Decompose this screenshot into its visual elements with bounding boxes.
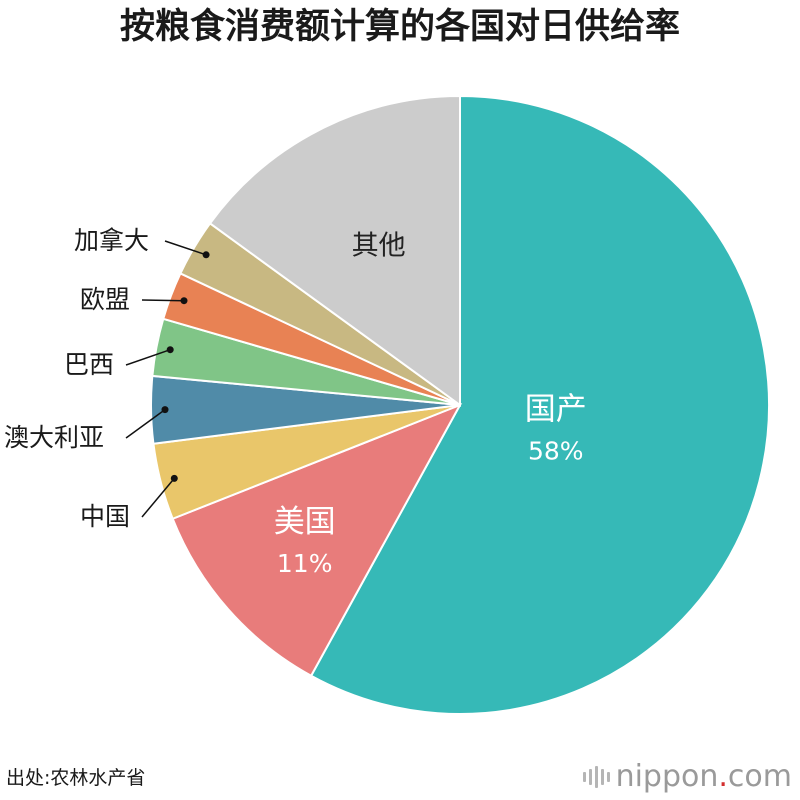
- logo-mark-icon: [582, 766, 610, 788]
- nippon-logo: nippon.com: [582, 759, 792, 794]
- pie-slice-1: [171, 403, 463, 678]
- slice-label-5: 欧盟: [80, 285, 130, 314]
- slice-label-1: 美国: [274, 504, 336, 540]
- slice-label-4: 巴西: [64, 350, 114, 379]
- leader-dot-2: [170, 474, 178, 482]
- slice-label-0: 国产: [525, 392, 587, 428]
- leader-line-5: [141, 299, 185, 302]
- slice-label-7: 其他: [352, 230, 406, 261]
- leader-line-3: [125, 408, 166, 439]
- leader-dot-4: [166, 346, 174, 354]
- brand-name: nippon: [615, 759, 719, 794]
- pie-slice-7: [208, 94, 461, 407]
- slice-label-6: 加拿大: [74, 226, 149, 255]
- chart-title: 按粮食消费额计算的各国对日供给率: [119, 7, 680, 47]
- leader-line-6: [164, 240, 207, 256]
- leader-line-2: [141, 477, 175, 518]
- brand-tld: com: [727, 759, 792, 794]
- leader-dot-6: [202, 251, 210, 259]
- source-note: 出处:农林水产省: [6, 767, 146, 789]
- leader-line-4: [125, 348, 171, 366]
- slice-label-3: 澳大利亚: [4, 423, 104, 452]
- leader-dot-5: [180, 297, 188, 305]
- slice-label-2: 中国: [80, 502, 130, 531]
- pie-slice-0: [309, 94, 770, 715]
- brand-dot: .: [718, 759, 728, 794]
- slice-value-1: 11%: [277, 549, 333, 578]
- leader-dot-3: [161, 406, 169, 414]
- slice-value-0: 58%: [528, 437, 584, 466]
